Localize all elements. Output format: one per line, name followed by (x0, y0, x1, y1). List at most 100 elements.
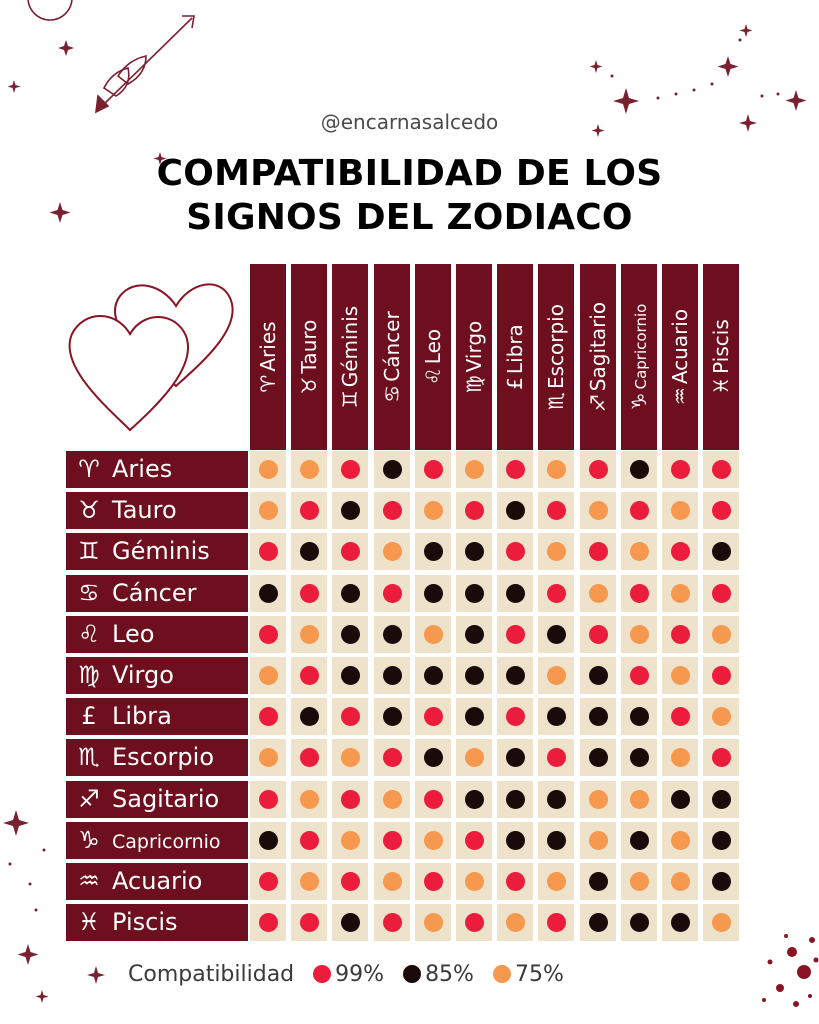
column-header-text: ♊ Géminis (332, 264, 368, 450)
table-cell (620, 904, 657, 942)
table-cell (538, 657, 575, 694)
arrow-icon (95, 15, 195, 114)
table-cell (497, 739, 534, 777)
column-header-4: ♌ Leo (414, 264, 451, 450)
row-header-7: ♏ Escorpio (66, 739, 248, 777)
table-cell (579, 780, 616, 818)
table-cell (620, 698, 657, 736)
table-cell (373, 904, 410, 942)
compatibility-dot (547, 913, 567, 933)
table-cell (373, 492, 410, 530)
row-header-2: ♊ Géminis (66, 533, 248, 571)
column-label: Tauro (297, 319, 322, 374)
row-header-10: ♒ Acuario (66, 863, 248, 900)
table-cell (620, 574, 657, 612)
row-label: Libra (112, 702, 172, 731)
table-cell (497, 451, 534, 488)
compatibility-dot (588, 542, 608, 562)
compatibility-dot (465, 872, 484, 891)
compatibility-dot (671, 707, 690, 727)
compatibility-dot (712, 624, 732, 644)
table-cell (414, 739, 451, 777)
compatibility-dot (506, 666, 526, 685)
page-title-line-1: COMPATIBILIDAD DE LOS (156, 153, 663, 194)
legend-item-99: 99% (313, 958, 384, 992)
zodiac-symbol-icon: ♓ (709, 376, 734, 395)
compatibility-dot (300, 707, 320, 727)
zodiac-symbol-icon: ♐ (78, 784, 100, 813)
table-cell (414, 863, 451, 900)
column-label: Géminis (338, 305, 363, 388)
compatibility-dot (547, 789, 567, 809)
column-header-10: ♒ Acuario (662, 264, 698, 450)
table-cell (291, 863, 328, 900)
table-cell (332, 492, 369, 530)
table-cell (414, 821, 451, 859)
compatibility-dot (506, 707, 526, 727)
table-cell (456, 451, 492, 488)
column-header-text: ♓ Piscis (703, 264, 739, 450)
compatibility-dot (341, 748, 361, 768)
compatibility-dot (259, 913, 278, 933)
legend-item-75: 75% (492, 958, 564, 992)
compatibility-dot (259, 666, 278, 685)
table-cell (332, 904, 369, 942)
zodiac-symbol-icon: ♒ (668, 387, 692, 406)
table-cell (662, 863, 698, 900)
table-cell (291, 821, 328, 859)
row-label: Géminis (112, 537, 210, 566)
column-label: Piscis (709, 319, 734, 374)
column-header-5: ♍ Virgo (456, 264, 492, 450)
table-cell (538, 615, 575, 653)
compatibility-dot (465, 707, 484, 727)
table-cell (703, 492, 740, 530)
compatibility-dot (629, 789, 649, 809)
row-label: Sagitario (112, 784, 220, 813)
table-cell (538, 821, 575, 859)
table-cell (332, 657, 369, 694)
zodiac-symbol-icon: ♐ (585, 394, 610, 413)
compatibility-dot (341, 624, 361, 644)
table-cell (662, 615, 698, 653)
zodiac-symbol-icon: ♍ (462, 375, 486, 394)
legend-item-85: 85% (403, 958, 474, 992)
compatibility-dot (588, 501, 608, 521)
compatibility-dot (712, 789, 732, 809)
compatibility-dot (465, 624, 484, 644)
compatibility-dot (671, 501, 690, 521)
row-label: Cáncer (112, 578, 197, 607)
table-cell (456, 863, 492, 900)
table-cell (414, 492, 451, 530)
compatibility-dot (259, 789, 278, 809)
table-cell (579, 451, 616, 488)
zodiac-symbol-icon: ♏ (544, 392, 569, 410)
table-cell (662, 657, 698, 694)
table-cell (291, 533, 328, 571)
compatibility-dot (465, 830, 484, 850)
compatibility-dot (382, 460, 402, 479)
table-cell (332, 451, 369, 488)
compatibility-dot (547, 830, 567, 850)
table-cell (579, 574, 616, 612)
table-cell (538, 698, 575, 736)
column-header-text: ♈ Aries (250, 264, 286, 450)
compatibility-dot (506, 460, 526, 479)
column-header-text: ♌ Leo (415, 264, 451, 450)
compatibility-dot (382, 748, 402, 768)
table-cell (497, 657, 534, 694)
column-label: Leo (420, 328, 445, 365)
compatibility-dot (629, 542, 649, 562)
zodiac-symbol-icon: ♊ (338, 390, 363, 409)
row-header-6: £ Libra (66, 698, 248, 736)
table-cell (291, 615, 328, 653)
column-header-0: ♈ Aries (250, 264, 286, 450)
table-cell (497, 863, 534, 900)
zodiac-symbol-icon: £ (81, 702, 97, 731)
row-label: Leo (112, 619, 155, 648)
splatter-decoration (762, 934, 819, 1007)
legend-dot-85 (403, 965, 422, 983)
table-cell (662, 574, 698, 612)
zodiac-symbol-icon: ♓ (78, 908, 100, 937)
